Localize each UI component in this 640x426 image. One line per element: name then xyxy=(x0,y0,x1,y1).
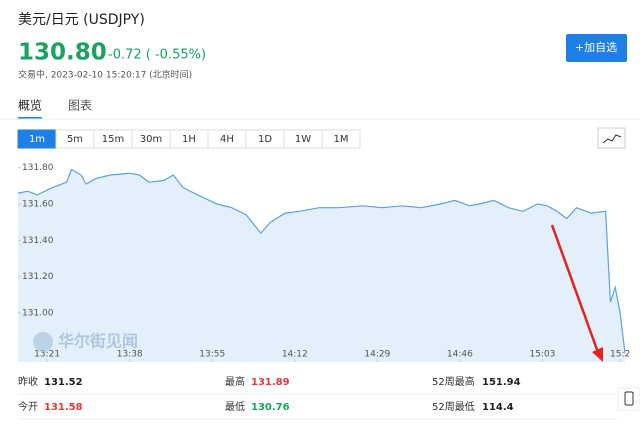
stat-value: 130.76 xyxy=(251,402,290,413)
arrow-head xyxy=(592,347,603,362)
watermark-logo xyxy=(33,332,53,352)
side-icon[interactable] xyxy=(617,387,640,411)
chart-type-button[interactable] xyxy=(597,127,626,149)
change: -0.72 ( -0.55%) xyxy=(108,48,206,63)
y-tick-label: 131.40 xyxy=(22,236,54,246)
x-tick-label: 13:55 xyxy=(199,350,225,360)
stat-value: 131.52 xyxy=(44,377,83,388)
range-label[interactable]: 1W xyxy=(295,134,311,145)
stat-label: 今开 xyxy=(18,400,38,413)
range-label[interactable]: 1H xyxy=(182,134,196,145)
title: 美元/日元 (USDJPY) xyxy=(18,12,145,28)
arrow xyxy=(550,224,602,359)
stat-value: 131.89 xyxy=(251,377,290,388)
stat-value: 131.58 xyxy=(44,402,83,413)
add-button-label[interactable]: +加自选 xyxy=(575,41,617,54)
status: 交易中, 2023-02-10 15:20:17 (北京时间) xyxy=(18,69,192,81)
y-tick-label: 131.20 xyxy=(22,272,54,282)
price: 130.80 xyxy=(18,40,107,66)
price-line xyxy=(17,168,626,353)
range-label[interactable]: 1M xyxy=(334,134,349,145)
x-tick-label: 13:21 xyxy=(34,350,60,360)
stat-value: 114.4 xyxy=(482,402,514,413)
stat-value: 151.94 xyxy=(482,377,521,388)
y-tick-label: 131.80 xyxy=(22,163,54,173)
range-label[interactable]: 1D xyxy=(258,134,272,145)
watermark: 华尔街见闻 xyxy=(58,332,138,351)
stat-label: 昨收 xyxy=(18,375,38,388)
range-label[interactable]: 1m xyxy=(29,134,45,145)
tab[interactable]: 概览 xyxy=(18,98,42,113)
range-label[interactable]: 5m xyxy=(67,134,83,145)
range-button[interactable] xyxy=(321,129,361,149)
x-tick-label: 14:46 xyxy=(447,350,473,360)
chart-type-icon xyxy=(602,134,622,144)
tab[interactable]: 图表 xyxy=(68,99,92,113)
x-tick-label: 14:12 xyxy=(282,350,308,360)
stat-label: 52周最低 xyxy=(432,400,475,413)
range-label[interactable]: 15m xyxy=(102,134,124,145)
stat-label: 最低 xyxy=(225,400,245,413)
range-label[interactable]: 4H xyxy=(220,134,234,145)
x-tick-label: 15:03 xyxy=(529,350,555,360)
area xyxy=(18,169,625,362)
add-button[interactable] xyxy=(566,34,627,62)
x-tick-label: 15:2 xyxy=(610,350,630,360)
tab-underline xyxy=(18,117,42,119)
range-label[interactable]: 30m xyxy=(140,134,162,145)
x-tick-label: 13:38 xyxy=(117,350,143,360)
phone-icon xyxy=(624,391,634,406)
stat-label: 52周最高 xyxy=(432,375,475,388)
stat-label: 最高 xyxy=(225,375,245,388)
y-tick-label: 131.60 xyxy=(22,200,54,210)
y-tick-label: 131.00 xyxy=(22,308,54,318)
x-tick-label: 14:29 xyxy=(364,350,390,360)
